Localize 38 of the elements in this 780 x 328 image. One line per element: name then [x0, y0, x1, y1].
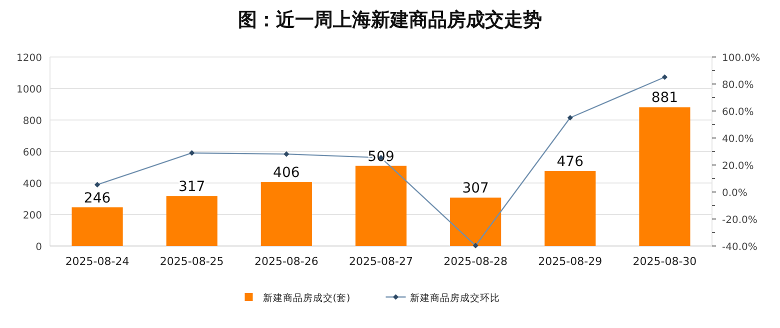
y-tick-label: 1200 — [16, 53, 42, 64]
y2-tick-label: 20.0% — [722, 161, 754, 172]
bar — [72, 207, 123, 246]
y2-tick-label: 40.0% — [722, 134, 754, 145]
legend-label: 新建商品房成交(套) — [262, 292, 350, 304]
x-tick-label: 2025-08-26 — [254, 255, 318, 268]
y2-tick-label: -20.0% — [722, 215, 758, 226]
data-label: 307 — [462, 180, 489, 197]
y2-tick-label: 60.0% — [722, 107, 754, 118]
bar — [639, 107, 690, 246]
x-tick-label: 2025-08-27 — [349, 255, 413, 268]
legend-label: 新建商品房成交环比 — [410, 292, 500, 304]
bar — [166, 196, 218, 246]
y2-tick-label: 100.0% — [722, 53, 760, 64]
bar — [260, 182, 312, 246]
x-tick-label: 2025-08-28 — [444, 255, 508, 268]
y-tick-label: 800 — [22, 116, 42, 127]
data-label: 881 — [651, 90, 678, 106]
x-tick-label: 2025-08-25 — [160, 255, 224, 268]
data-label: 317 — [178, 179, 206, 196]
data-label: 476 — [556, 154, 584, 170]
y2-tick-label: 80.0% — [722, 80, 754, 91]
chart-title: 图：近一周上海新建商品房成交走势 — [238, 9, 542, 31]
x-tick-label: 2025-08-30 — [632, 255, 697, 268]
data-label: 246 — [84, 190, 111, 206]
y-tick-label: 1000 — [16, 84, 42, 96]
y-tick-label: 400 — [22, 179, 42, 190]
x-tick-label: 2025-08-29 — [538, 255, 602, 268]
bar — [355, 166, 407, 246]
y2-tick-label: -40.0% — [722, 242, 758, 253]
y-tick-label: 200 — [22, 210, 42, 222]
bar — [544, 171, 596, 246]
data-label: 406 — [273, 165, 300, 182]
x-tick-label: 2025-08-24 — [65, 255, 130, 268]
bar — [450, 198, 502, 246]
y-tick-label: 0 — [36, 242, 42, 253]
y2-tick-label: 0.0% — [722, 188, 748, 199]
y-tick-label: 600 — [22, 148, 42, 158]
